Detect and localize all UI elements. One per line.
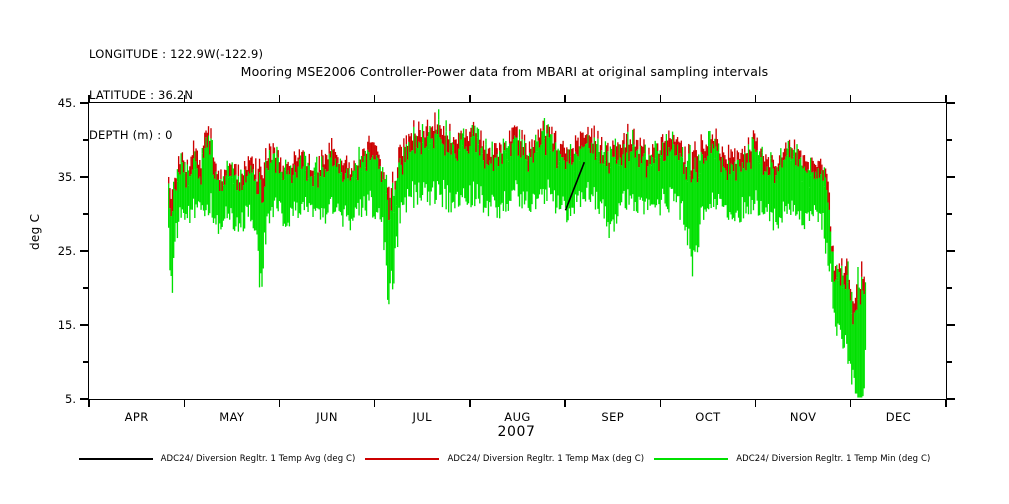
y-axis-tick (946, 139, 952, 141)
y-axis-tick (946, 250, 955, 252)
y-axis-tick (80, 102, 89, 104)
legend-label: ADC24/ Diversion Regltr. 1 Temp Min (deg… (736, 454, 931, 464)
latitude-text: LATITUDE : 36.2N (89, 87, 194, 102)
chart-title: Mooring MSE2006 Controller-Power data fr… (240, 64, 769, 79)
x-axis-tick-top (659, 95, 662, 103)
y-axis-tick-label: 15. (57, 318, 76, 332)
x-axis-tick-label: NOV (789, 410, 817, 424)
y-axis-tick (83, 287, 89, 289)
legend-color-swatch (654, 458, 729, 460)
x-axis-tick-top (278, 95, 281, 103)
x-axis-tick (754, 399, 757, 407)
y-axis-tick (946, 398, 955, 400)
x-axis-tick-top (88, 95, 90, 103)
x-axis-tick-label: JUL (412, 410, 432, 424)
x-axis-tick (278, 399, 281, 407)
y-axis-tick (946, 176, 955, 178)
x-axis-tick-top (469, 95, 471, 103)
x-axis-tick-label: MAY (219, 410, 245, 424)
y-axis-tick (83, 361, 89, 363)
x-axis-tick-top (373, 95, 376, 103)
longitude-text: LONGITUDE : 122.9W(-122.9) (89, 47, 264, 61)
y-axis-tick (80, 324, 89, 326)
x-axis-tick (850, 399, 852, 407)
y-axis-tick (80, 398, 89, 400)
depth-text: DEPTH (m) : 0 (89, 128, 173, 142)
y-axis-tick-label: 45. (57, 96, 76, 110)
series-plot (168, 109, 867, 398)
x-axis-tick (945, 399, 947, 407)
station-metadata: LONGITUDE : 122.9W(-122.9) LATITUDE : 36… (89, 21, 263, 170)
x-axis-tick-top (945, 95, 947, 103)
series-temp-avg (564, 161, 586, 211)
x-axis-tick-top (754, 95, 757, 103)
x-axis-tick-label: APR (124, 410, 149, 424)
x-axis-tick (659, 399, 662, 407)
y-axis-tick (946, 287, 952, 289)
plot-area (89, 103, 946, 399)
y-axis-tick (83, 213, 89, 215)
x-axis-tick (88, 399, 90, 407)
series-temp-max (168, 112, 865, 325)
legend-entry[interactable]: ADC24/ Diversion Regltr. 1 Temp Max (deg… (365, 454, 644, 464)
y-axis-tick-label: 5. (65, 392, 76, 406)
y-axis-label: deg C (28, 213, 42, 250)
legend-entry[interactable]: ADC24/ Diversion Regltr. 1 Temp Min (deg… (654, 454, 930, 464)
x-axis-tick-label: OCT (695, 410, 721, 424)
legend-color-swatch (78, 458, 153, 460)
legend-label: ADC24/ Diversion Regltr. 1 Temp Avg (deg… (160, 454, 356, 464)
x-axis-tick-top (183, 95, 185, 103)
y-axis-tick (80, 250, 89, 252)
x-axis-tick (183, 399, 185, 407)
chart-legend: ADC24/ Diversion Regltr. 1 Temp Avg (deg… (0, 451, 1009, 467)
x-axis-tick (564, 399, 566, 407)
y-axis-tick (946, 102, 955, 104)
x-axis-label: 2007 (497, 424, 536, 440)
plot-frame: 45. 35. 25. 15. 5. APR MAY JUN JUL AUG SEP OCT NOV DE… (58, 95, 955, 424)
legend-entry[interactable]: ADC24/ Diversion Regltr. 1 Temp Avg (deg… (78, 454, 356, 464)
y-axis-tick (946, 324, 955, 326)
x-axis-tick-top (850, 95, 852, 103)
x-axis-tick-top (564, 95, 566, 103)
x-axis-tick-label: SEP (601, 410, 625, 424)
y-axis-tick (80, 176, 89, 178)
x-axis-tick (373, 399, 376, 407)
x-axis-tick (469, 399, 471, 407)
x-axis-tick-label: JUN (316, 410, 338, 424)
legend-label: ADC24/ Diversion Regltr. 1 Temp Max (deg… (447, 454, 645, 464)
y-axis-tick (946, 361, 952, 363)
y-axis-tick (946, 213, 952, 215)
y-axis-tick-label: 25. (57, 244, 76, 258)
legend-color-swatch (365, 458, 440, 460)
x-axis-tick-label: DEC (885, 410, 912, 424)
y-axis-tick (83, 139, 89, 141)
x-axis-tick-label: AUG (504, 410, 531, 424)
y-axis-tick-label: 35. (57, 170, 76, 184)
